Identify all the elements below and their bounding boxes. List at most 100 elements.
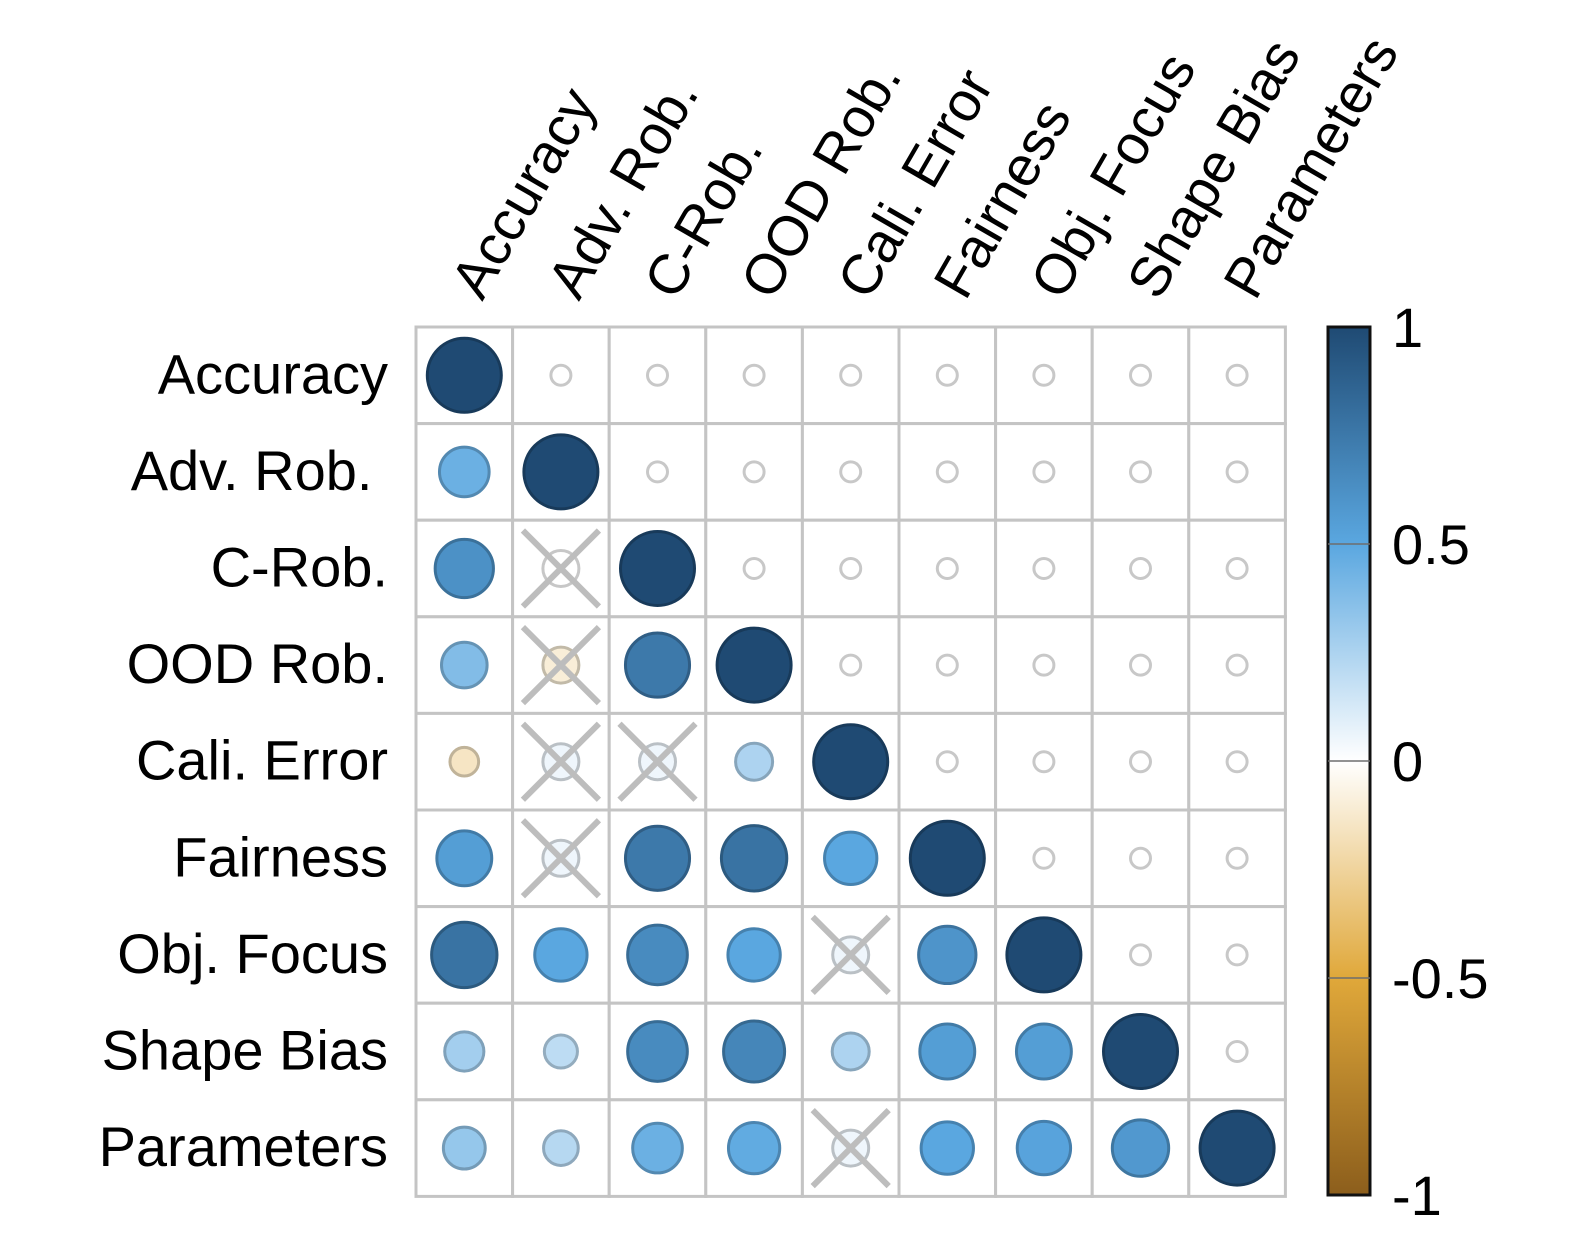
correlation-circle (430, 920, 499, 990)
correlation-circle (542, 1129, 580, 1167)
empty-cell-marker (935, 750, 959, 774)
empty-cell-marker (1225, 557, 1249, 580)
correlation-circle (631, 1121, 684, 1175)
grid-cell (1090, 325, 1191, 426)
empty-cell-marker (839, 460, 863, 484)
empty-cell-marker (1032, 846, 1056, 870)
row-label: Cali. Error (136, 729, 388, 792)
empty-cell-marker (1032, 653, 1056, 677)
not-significant-cross (520, 818, 602, 899)
row-label: Shape Bias (102, 1019, 388, 1082)
not-significant-cross (520, 528, 602, 609)
correlation-circle (533, 927, 589, 983)
correlation-circle (439, 640, 489, 690)
not-significant-cross (520, 721, 602, 802)
empty-cell-marker (839, 557, 863, 580)
empty-cell-marker (839, 363, 863, 387)
color-scale-label: 1 (1392, 296, 1423, 359)
empty-cell-marker (935, 653, 959, 677)
empty-cell-marker (935, 557, 959, 580)
correlation-circle (448, 745, 481, 778)
correlation-circle (1198, 1109, 1276, 1187)
correlation-circle (435, 829, 494, 888)
correlation-circle (918, 1022, 977, 1081)
correlation-circle (719, 824, 789, 893)
correlation-circle (623, 824, 692, 892)
not-significant-cross (810, 1107, 891, 1189)
correlation-circle (626, 923, 689, 987)
empty-cell-marker (646, 460, 669, 484)
correlation-circle (425, 336, 503, 414)
empty-cell-marker (1032, 750, 1056, 774)
empty-cell-marker (1225, 653, 1249, 677)
correlation-circle (542, 1033, 579, 1070)
row-label: Obj. Focus (117, 922, 388, 985)
empty-cell-marker (935, 363, 959, 387)
color-scale-legend: 1 0.5 0 -0.5 -1 (1326, 296, 1489, 1227)
empty-cell-marker (742, 363, 766, 387)
correlation-circle (722, 1019, 787, 1084)
empty-cell-marker (1032, 460, 1056, 484)
empty-cell-marker (1032, 363, 1056, 387)
correlation-circle (619, 530, 696, 607)
correlation-circle (726, 927, 782, 983)
correlation-circle (917, 924, 978, 986)
correlation-circle (823, 830, 879, 886)
correlation-circle (441, 1125, 487, 1171)
correlation-circle (1005, 916, 1083, 994)
color-scale-label: 0.5 (1392, 513, 1470, 576)
empty-cell-marker (1225, 750, 1249, 774)
correlation-circle (1014, 1022, 1073, 1081)
not-significant-cross (617, 721, 698, 802)
row-label: Adv. Rob. (131, 439, 388, 502)
correlation-circle (437, 445, 491, 499)
empty-cell-marker (549, 363, 573, 387)
correlation-circle (1102, 1013, 1179, 1090)
empty-cell-marker (839, 653, 863, 677)
empty-cell-marker (1225, 363, 1249, 387)
correlation-circle (1015, 1119, 1073, 1177)
empty-cell-marker (742, 557, 766, 580)
correlation-circle (812, 723, 890, 801)
row-label: Fairness (173, 825, 388, 888)
correlation-circle (715, 626, 793, 704)
empty-cell-marker (1225, 460, 1249, 484)
correlation-marks (425, 336, 1276, 1189)
color-scale-label: 0 (1392, 730, 1423, 793)
not-significant-cross (520, 624, 602, 706)
empty-cell-marker (1129, 363, 1152, 387)
color-scale-label: -0.5 (1392, 947, 1489, 1010)
empty-cell-marker (1129, 846, 1152, 870)
correlation-circle (908, 819, 986, 897)
empty-cell-marker (935, 460, 959, 484)
correlation-circle (443, 1030, 486, 1073)
row-labels: Accuracy Adv. Rob. C-Rob. OOD Rob. Cali. Er… (99, 342, 388, 1178)
empty-cell-marker (1129, 653, 1152, 677)
correlation-circle (830, 1031, 871, 1072)
correlation-circle (626, 1020, 689, 1083)
empty-cell-marker (742, 460, 766, 484)
grid-cell (800, 422, 901, 522)
empty-cell-marker (1225, 846, 1249, 870)
correlation-circle (623, 631, 692, 699)
row-label: C-Rob. (211, 536, 388, 599)
color-scale-label: -1 (1392, 1164, 1442, 1227)
row-label: OOD Rob. (127, 632, 388, 695)
empty-cell-marker (1129, 943, 1152, 967)
empty-cell-marker (1129, 750, 1152, 774)
correlation-circle (734, 741, 775, 782)
empty-cell-marker (1129, 460, 1152, 484)
empty-cell-marker (646, 363, 669, 387)
correlation-circle (726, 1120, 782, 1176)
empty-cell-marker (1225, 1040, 1249, 1063)
row-label: Parameters (99, 1115, 388, 1178)
grid-cell (704, 518, 804, 619)
row-label: Accuracy (158, 342, 388, 405)
empty-cell-marker (1225, 943, 1249, 967)
correlation-circle (522, 433, 600, 511)
correlation-circle (433, 537, 495, 600)
not-significant-cross (810, 914, 891, 996)
empty-cell-marker (1032, 557, 1056, 580)
